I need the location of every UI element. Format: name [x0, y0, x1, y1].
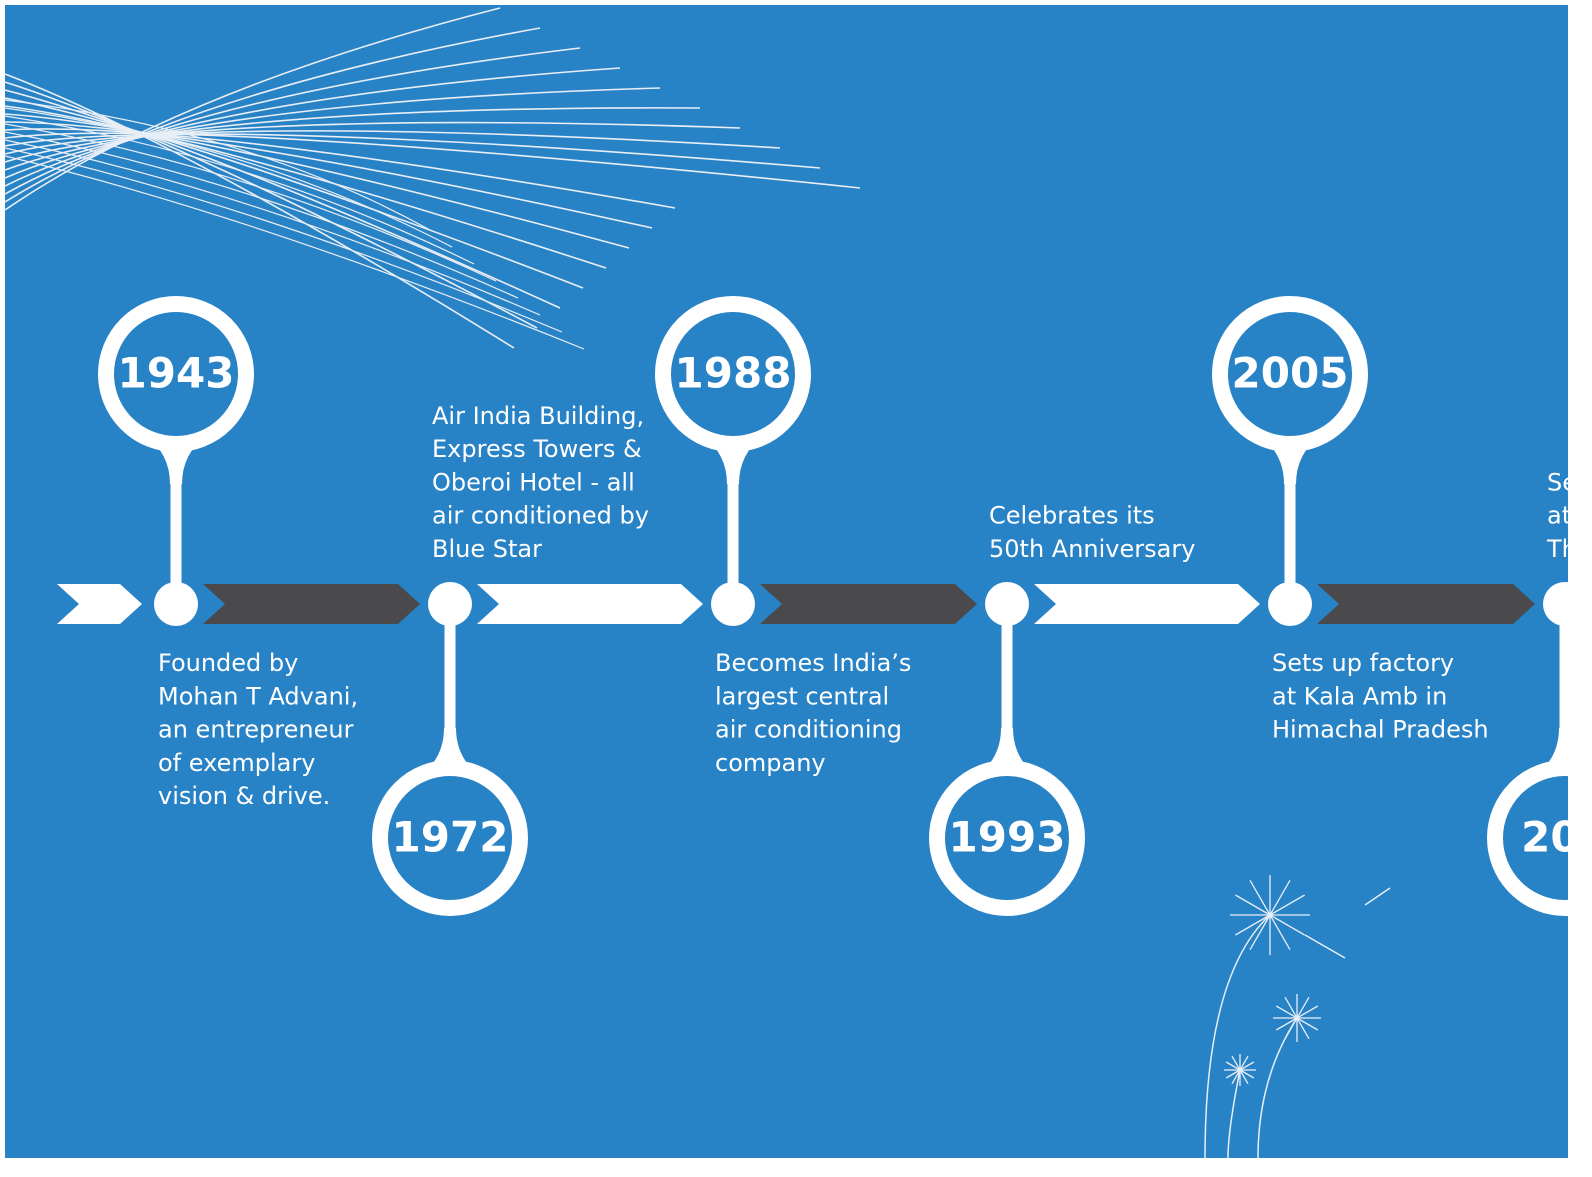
node-dot — [1268, 582, 1312, 626]
chevron — [1317, 584, 1535, 624]
year: 1943 — [118, 349, 235, 398]
event-text: at Kala Amb in — [1272, 682, 1447, 710]
event-text: Founded by — [158, 649, 298, 677]
event-text: Se — [1547, 468, 1577, 496]
event-text: Th — [1546, 535, 1577, 563]
event-text: air conditioning — [715, 716, 902, 744]
timeline: 1943 Founded by Mohan T Advani, an entrepre… — [0, 0, 1592, 1177]
event-text: Celebrates its — [989, 502, 1155, 530]
year: 2005 — [1232, 349, 1349, 398]
node-dot — [428, 582, 472, 626]
year: 1972 — [392, 813, 509, 862]
event-text: air conditioned by — [432, 502, 649, 530]
node-dot — [1543, 582, 1587, 626]
event-text: Express Towers & — [432, 435, 642, 463]
year: 1988 — [675, 349, 792, 398]
chevron — [1034, 584, 1260, 624]
node-dot — [154, 582, 198, 626]
event-text: at — [1547, 502, 1571, 530]
event-text: Air India Building, — [432, 402, 644, 430]
event-text: largest central — [715, 682, 889, 710]
event-text: Sets up factory — [1272, 649, 1454, 677]
event-text: Blue Star — [432, 535, 542, 563]
event-text: vision & drive. — [158, 782, 330, 810]
node-dot — [711, 582, 755, 626]
event-text: Becomes India’s — [715, 649, 911, 677]
event-text: Himachal Pradesh — [1272, 716, 1489, 744]
node-dot — [985, 582, 1029, 626]
event-text: 50th Anniversary — [989, 535, 1195, 563]
event-text: an entrepreneur — [158, 716, 354, 744]
year: 1993 — [949, 813, 1066, 862]
event-text: Mohan T Advani, — [158, 682, 358, 710]
chevron — [203, 584, 420, 624]
chevron — [760, 584, 977, 624]
year: 200 — [1521, 813, 1592, 862]
event-text: of exemplary — [158, 749, 315, 777]
event-text: company — [715, 749, 826, 777]
event-text: Oberoi Hotel - all — [432, 468, 635, 496]
chevron — [477, 584, 703, 624]
